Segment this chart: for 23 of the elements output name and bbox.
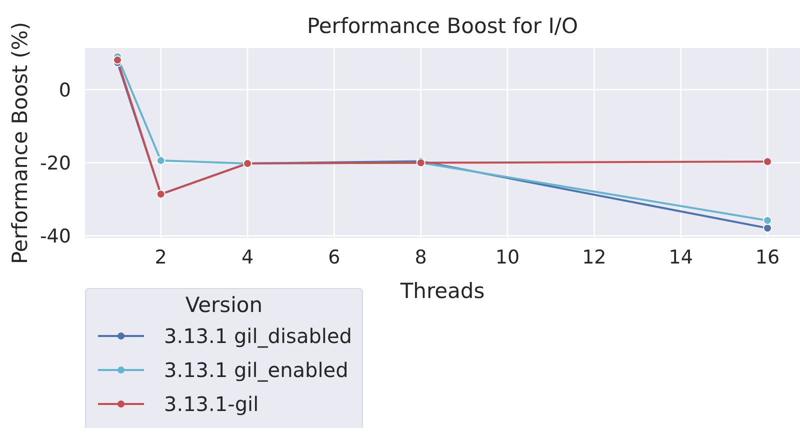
x-tick-label: 10 (495, 246, 520, 268)
x-tick-label: 8 (414, 246, 427, 268)
legend-label: 3.13.1-gil (164, 392, 259, 416)
point (156, 156, 166, 166)
legend-label: 3.13.1 gil_disabled (164, 324, 352, 348)
x-axis-title: Threads (399, 279, 485, 303)
x-tick-label: 4 (241, 246, 254, 268)
chart-title: Performance Boost for I/O (306, 14, 580, 38)
y-tick-label: -40 (40, 226, 71, 248)
x-tick-label: 16 (755, 246, 780, 268)
legend-label: 3.13.1 gil_enabled (164, 358, 348, 382)
point (113, 56, 122, 65)
point (763, 157, 772, 166)
y-tick-label: 0 (58, 79, 71, 102)
x-tick-label: 14 (668, 246, 693, 268)
x-tick-label: 2 (154, 246, 167, 268)
x-tick-label: 12 (582, 246, 606, 268)
point (763, 216, 772, 225)
legend-title: Version (184, 293, 264, 317)
y-tick-label: -20 (40, 152, 71, 174)
x-tick-label: 6 (328, 246, 340, 268)
y-axis-title: Performance Boost (%) (8, 22, 32, 264)
point (763, 224, 772, 233)
